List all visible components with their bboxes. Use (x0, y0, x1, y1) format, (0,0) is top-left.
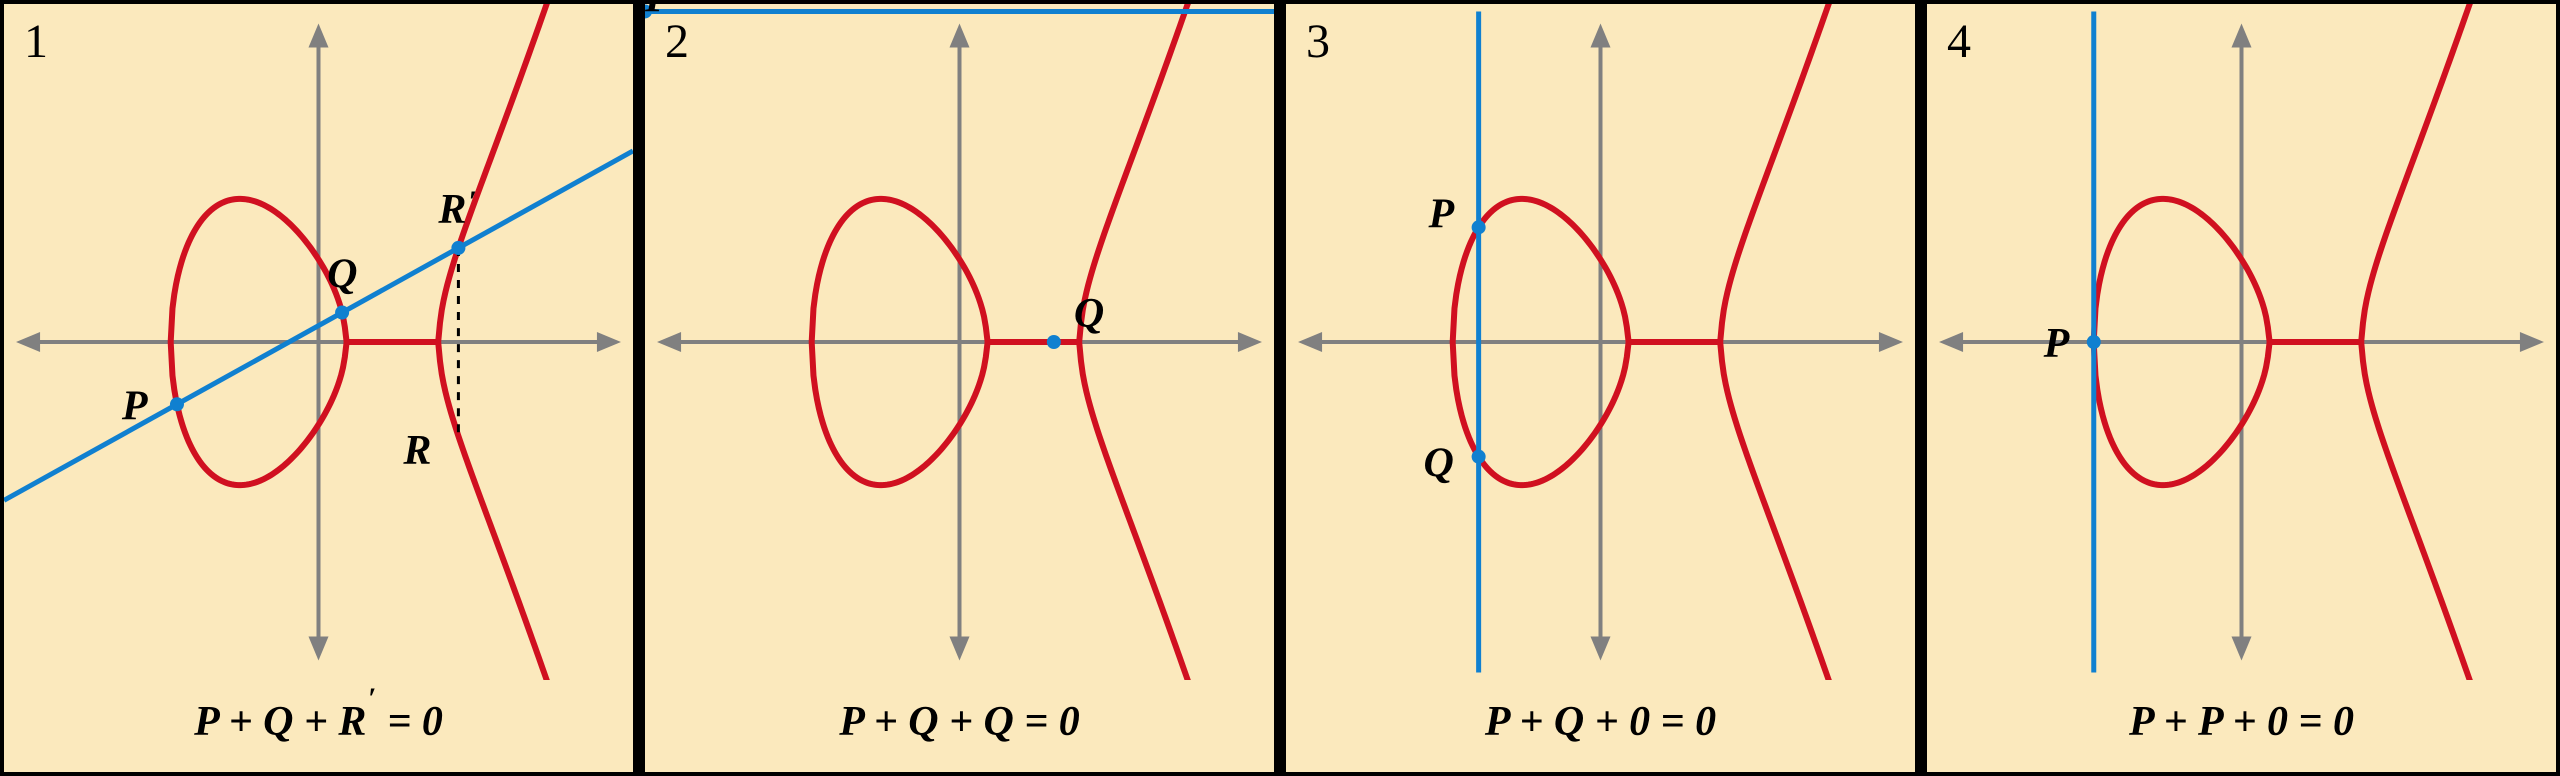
plot-svg: PQ (1286, 4, 1915, 680)
point-label: Q (1074, 291, 1104, 337)
point-label: R′ (437, 185, 477, 233)
point-label: R (402, 428, 431, 474)
panel-1: 1 P Q R′ R P + Q + R′ = 0 (4, 4, 633, 772)
plot-area: 4P (1927, 4, 2556, 680)
panel-number: 4 (1947, 14, 1971, 69)
point-label: P (2043, 321, 2070, 367)
plot-svg: P Q R′ R (4, 4, 633, 680)
plot-area: 1 P Q R′ R (4, 4, 633, 680)
panel-caption: P + P + 0 = 0 (1927, 680, 2556, 772)
point-label: Q (327, 252, 357, 298)
panel-caption: P + Q + R′ = 0 (4, 680, 633, 772)
panel-caption: P + Q + Q = 0 (645, 680, 1274, 772)
plot-area: 2QP (645, 4, 1274, 680)
plot-svg: P (1927, 4, 2556, 680)
plot-area: 3PQ (1286, 4, 1915, 680)
panel-3: 3PQP + Q + 0 = 0 (1286, 4, 1915, 772)
panel-number: 1 (24, 14, 48, 69)
panel-caption: P + Q + 0 = 0 (1286, 680, 1915, 772)
panel-2: 2QPP + Q + Q = 0 (645, 4, 1274, 772)
panel-number: 3 (1306, 14, 1330, 69)
panel-4: 4PP + P + 0 = 0 (1927, 4, 2556, 772)
point-label: P (121, 383, 148, 429)
point-label: Q (1424, 441, 1454, 487)
panel-number: 2 (665, 14, 689, 69)
plot-svg: QP (645, 4, 1274, 680)
point-label: P (1428, 191, 1455, 237)
